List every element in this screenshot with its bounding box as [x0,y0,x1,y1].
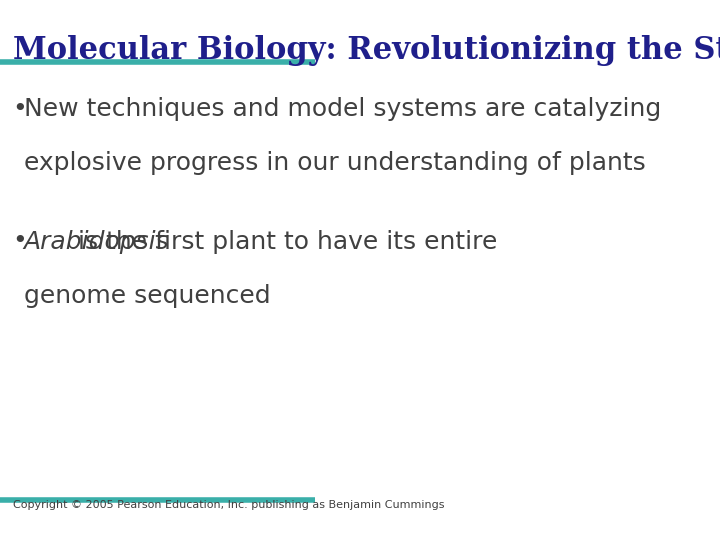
Text: Arabidopsis: Arabidopsis [24,230,169,253]
Text: Copyright © 2005 Pearson Education, Inc. publishing as Benjamin Cummings: Copyright © 2005 Pearson Education, Inc.… [13,500,444,510]
Text: •: • [13,97,27,121]
Text: Molecular Biology: Revolutionizing the Study of Plants: Molecular Biology: Revolutionizing the S… [13,35,720,66]
Text: •: • [13,230,27,253]
Text: New techniques and model systems are catalyzing: New techniques and model systems are cat… [24,97,661,121]
Text: genome sequenced: genome sequenced [24,284,270,307]
Text: is the first plant to have its entire: is the first plant to have its entire [71,230,498,253]
Text: explosive progress in our understanding of plants: explosive progress in our understanding … [24,151,645,175]
